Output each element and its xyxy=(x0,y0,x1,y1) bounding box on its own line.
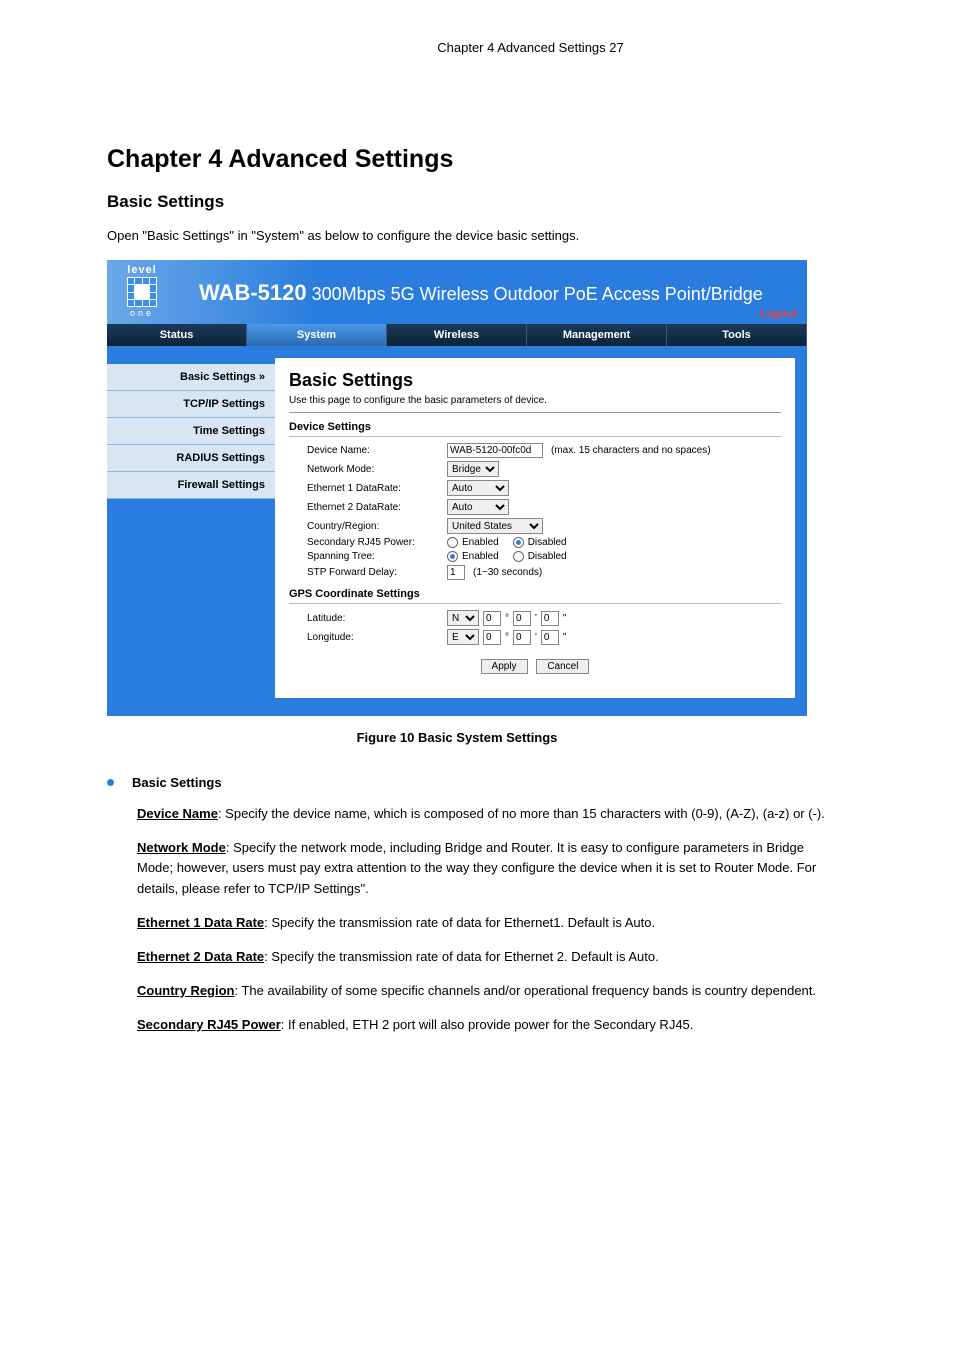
item-body-0: : Specify the device name, which is comp… xyxy=(218,806,825,821)
min-symbol: ' xyxy=(535,613,537,624)
logo: level one xyxy=(107,260,169,318)
nav-bar: Status System Wireless Management Tools xyxy=(107,324,807,346)
item-body-5: : If enabled, ETH 2 port will also provi… xyxy=(281,1017,694,1032)
content-panel: Basic Settings Use this page to configur… xyxy=(275,358,795,698)
sidebar-firewall[interactable]: Firewall Settings xyxy=(107,472,275,499)
stp-label: STP Forward Delay: xyxy=(307,567,447,578)
lat-min-input[interactable] xyxy=(513,611,531,626)
item-body-4: : The availability of some specific chan… xyxy=(235,983,817,998)
product-code: WAB-5120 xyxy=(199,280,307,305)
nav-status[interactable]: Status xyxy=(107,324,247,346)
deg-symbol-2: ° xyxy=(505,632,509,643)
lat-sec-input[interactable] xyxy=(541,611,559,626)
item-title-0: Device Name xyxy=(137,806,218,821)
sidebar-time[interactable]: Time Settings xyxy=(107,418,275,445)
item-body-1: : Specify the network mode, including Br… xyxy=(137,840,816,895)
bullet-head-text: Basic Settings xyxy=(132,775,222,790)
country-label: Country/Region: xyxy=(307,521,447,532)
nav-wireless[interactable]: Wireless xyxy=(387,324,527,346)
product-tagline: 300Mbps 5G Wireless Outdoor PoE Access P… xyxy=(312,284,763,304)
lon-dir-select[interactable]: E xyxy=(447,629,479,645)
item-title-5: Secondary RJ45 Power xyxy=(137,1017,281,1032)
sec-symbol: " xyxy=(563,613,567,624)
min-symbol-2: ' xyxy=(535,632,537,643)
span-disabled-radio[interactable] xyxy=(513,551,524,562)
section-gps: GPS Coordinate Settings xyxy=(289,588,781,604)
panel-title: Basic Settings xyxy=(289,370,781,391)
router-header: level one WAB-5120 300Mbps 5G Wireless O… xyxy=(107,260,807,324)
device-name-label: Device Name: xyxy=(307,445,447,456)
sec-rj45-enabled-radio[interactable] xyxy=(447,537,458,548)
deg-symbol: ° xyxy=(505,613,509,624)
lon-min-input[interactable] xyxy=(513,630,531,645)
page-header: Chapter 4 Advanced Settings 27 xyxy=(107,40,954,55)
sec-symbol-2: " xyxy=(563,632,567,643)
sec-rj45-disabled-radio[interactable] xyxy=(513,537,524,548)
device-name-input[interactable] xyxy=(447,443,543,458)
brand-sub: one xyxy=(115,308,169,318)
stp-input[interactable] xyxy=(447,565,465,580)
lat-dir-select[interactable]: N xyxy=(447,610,479,626)
bullet-icon xyxy=(107,779,114,786)
logo-icon xyxy=(127,277,157,307)
sidebar: Basic Settings TCP/IP Settings Time Sett… xyxy=(107,358,275,698)
brand-text: level xyxy=(115,264,169,276)
item-body-2: : Specify the transmission rate of data … xyxy=(264,915,655,930)
panel-desc: Use this page to configure the basic par… xyxy=(289,395,781,413)
disabled-label-2: Disabled xyxy=(528,551,567,562)
network-mode-label: Network Mode: xyxy=(307,464,447,475)
lat-deg-input[interactable] xyxy=(483,611,501,626)
item-title-3: Ethernet 2 Data Rate xyxy=(137,949,264,964)
lon-deg-input[interactable] xyxy=(483,630,501,645)
sec-rj45-label: Secondary RJ45 Power: xyxy=(307,537,447,548)
apply-button[interactable]: Apply xyxy=(481,659,528,674)
span-enabled-radio[interactable] xyxy=(447,551,458,562)
nav-system[interactable]: System xyxy=(247,324,387,346)
stp-hint: (1~30 seconds) xyxy=(473,567,542,578)
product-title: WAB-5120 300Mbps 5G Wireless Outdoor PoE… xyxy=(169,260,763,306)
intro-text: Open "Basic Settings" in "System" as bel… xyxy=(107,226,842,246)
eth1-select[interactable]: Auto xyxy=(447,480,509,496)
nav-tools[interactable]: Tools xyxy=(667,324,807,346)
item-title-4: Country Region xyxy=(137,983,235,998)
eth2-label: Ethernet 2 DataRate: xyxy=(307,502,447,513)
device-name-hint: (max. 15 characters and no spaces) xyxy=(551,445,711,456)
eth2-select[interactable]: Auto xyxy=(447,499,509,515)
eth1-label: Ethernet 1 DataRate: xyxy=(307,483,447,494)
span-label: Spanning Tree: xyxy=(307,551,447,562)
screenshot-figure: level one WAB-5120 300Mbps 5G Wireless O… xyxy=(107,260,954,745)
enabled-label-2: Enabled xyxy=(462,551,499,562)
country-select[interactable]: United States xyxy=(447,518,543,534)
sidebar-radius[interactable]: RADIUS Settings xyxy=(107,445,275,472)
section-device: Device Settings xyxy=(289,421,781,437)
sidebar-basic[interactable]: Basic Settings xyxy=(107,364,275,391)
enabled-label: Enabled xyxy=(462,537,499,548)
cancel-button[interactable]: Cancel xyxy=(536,659,589,674)
item-body-3: : Specify the transmission rate of data … xyxy=(264,949,659,964)
lon-label: Longitude: xyxy=(307,632,447,643)
figure-caption: Figure 10 Basic System Settings xyxy=(107,730,807,745)
router-ui: level one WAB-5120 300Mbps 5G Wireless O… xyxy=(107,260,807,716)
chapter-title: Chapter 4 Advanced Settings xyxy=(107,145,954,174)
item-title-2: Ethernet 1 Data Rate xyxy=(137,915,264,930)
nav-management[interactable]: Management xyxy=(527,324,667,346)
lat-label: Latitude: xyxy=(307,613,447,624)
disabled-label: Disabled xyxy=(528,537,567,548)
logout-link[interactable]: Logout xyxy=(760,308,797,320)
lon-sec-input[interactable] xyxy=(541,630,559,645)
network-mode-select[interactable]: Bridge xyxy=(447,461,499,477)
section-title: Basic Settings xyxy=(107,192,954,212)
item-title-1: Network Mode xyxy=(137,840,226,855)
sidebar-tcpip[interactable]: TCP/IP Settings xyxy=(107,391,275,418)
